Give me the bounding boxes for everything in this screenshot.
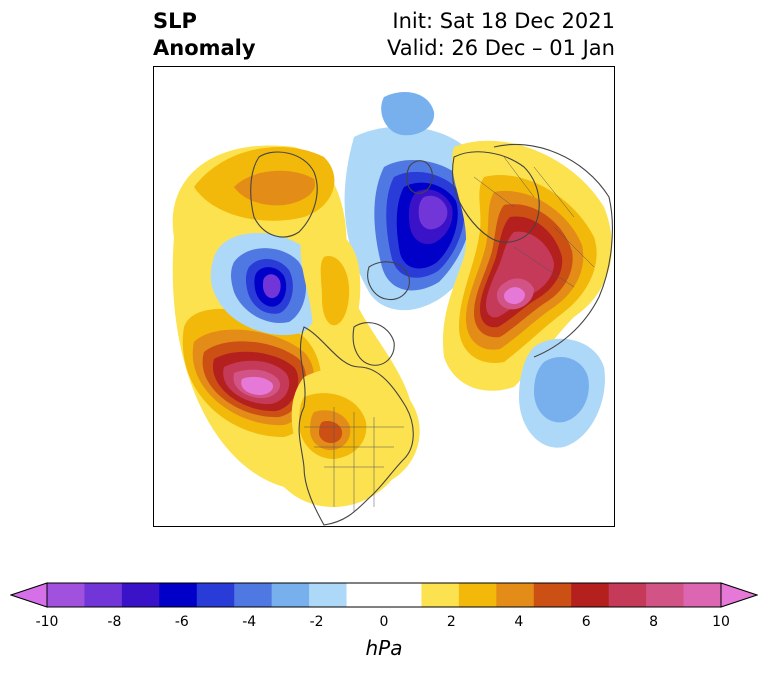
colorbar-tick-label: -2 [309,614,324,630]
init-date: Init: Sat 18 Dec 2021 [392,9,615,33]
colorbar-cell [121,583,160,607]
colorbar-tick-label: 8 [649,614,659,630]
north-america-coast [298,326,414,526]
eurasia-high-8 [504,287,525,304]
greenland-coast [250,151,318,238]
arctic-low-6 [418,195,448,230]
colorbar-tick-label: -10 [35,614,59,630]
atlantic-low-2 [534,357,589,423]
colorbar-extend-high [720,582,758,608]
colorbar-cell [84,583,123,607]
map-panel [153,66,615,527]
colorbar-cell [496,583,535,607]
colorbar-extend-low [10,582,48,608]
pacific-high-9 [241,376,274,395]
colorbar-cell [458,583,497,607]
colorbar-cell [234,583,273,607]
slp-anomaly-map [172,92,613,526]
map-dates: Init: Sat 18 Dec 2021 Valid: 26 Dec – 01… [387,8,615,62]
europe-coast [451,151,540,243]
colorbar-unit: hPa [365,636,403,660]
title-variable: SLP [153,9,197,33]
scandinavia [406,160,433,194]
colorbar-border [46,582,722,608]
colorbar-cell [309,583,348,607]
colorbar-tick-label: 6 [581,614,591,630]
title-subtitle: Anomaly [153,36,256,60]
colorbar-tick-label: -6 [174,614,189,630]
hudson-bay [352,322,395,366]
colorbar [10,582,758,608]
central-high-band-2 [320,256,350,326]
colorbar-tick-label: 10 [712,614,730,630]
map-title: SLP Anomaly [153,8,256,62]
colorbar-cell [571,583,610,607]
colorbar-cell [683,583,722,607]
colorbar-tick-label: 0 [379,614,389,630]
arctic-top-low [381,92,435,136]
colorbar-tick-label: -8 [107,614,122,630]
colorbar-cell [646,583,685,607]
colorbar-tick-label: -4 [242,614,257,630]
colorbar-cell [608,583,647,607]
anomaly-fill [172,92,613,507]
arctic-islands [367,261,410,301]
atlantic-high-upper-core [234,170,315,206]
colorbar-cell [196,583,235,607]
colorbar-cell [346,583,385,607]
colorbar-tick-label: 2 [446,614,456,630]
colorbar-cell [271,583,310,607]
colorbar-tick-label: 4 [514,614,524,630]
valid-period: Valid: 26 Dec – 01 Jan [386,36,615,60]
colorbar-cell [421,583,460,607]
colorbar-cell [384,583,422,607]
coastlines [250,143,613,526]
colorbar-cell [533,583,572,607]
greenland-low-5 [263,274,281,299]
colorbar-cell [47,583,85,607]
eurasia-coast [493,143,613,358]
political-borders [304,156,595,512]
colorbar-cells [10,582,758,608]
colorbar-cell [159,583,198,607]
namerica-high-4 [319,421,343,443]
